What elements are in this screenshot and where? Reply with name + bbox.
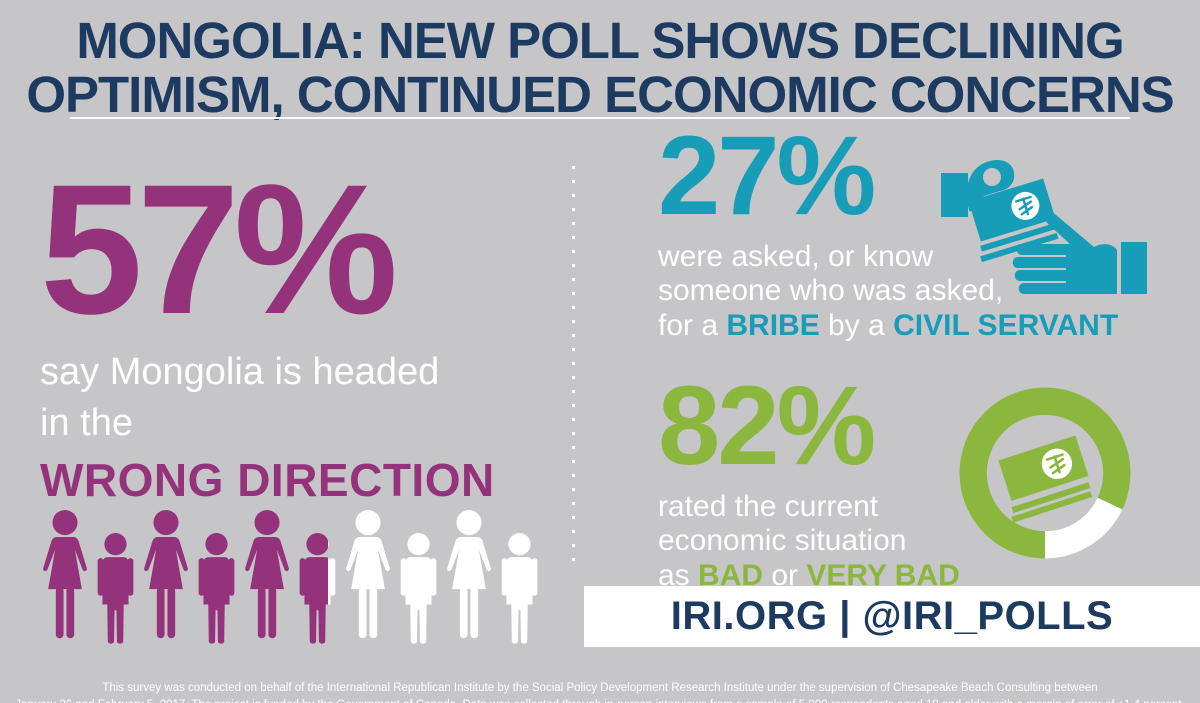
economy-stat: 82% rated the current economic situation… bbox=[658, 370, 960, 594]
economy-line-1: rated the current bbox=[658, 490, 879, 523]
bribe-line-3-plain-1: for a bbox=[658, 308, 727, 342]
section-divider-dotted bbox=[572, 166, 575, 564]
bribe-line-3-plain-2: by a bbox=[819, 308, 894, 342]
receiving-hand-icon bbox=[1012, 213, 1117, 294]
person-man-icon bbox=[396, 533, 441, 645]
person-woman-icon bbox=[137, 510, 195, 645]
economy-stat-description: rated the current economic situation as … bbox=[658, 490, 960, 592]
iri-footer-text: IRI.ORG | @IRI_POLLS bbox=[670, 594, 1114, 638]
stat-value-57: 57% bbox=[40, 147, 398, 353]
tugrik-symbol-icon bbox=[1014, 195, 1034, 216]
giver-cuff-icon bbox=[941, 173, 968, 217]
bribe-keyword-civil-servant: CIVIL SERVANT bbox=[893, 308, 1119, 342]
donut-chart-icon bbox=[959, 387, 1131, 559]
bribe-keyword-bribe: BRIBE bbox=[726, 308, 820, 342]
bribe-line-1: were asked, or know bbox=[658, 240, 934, 273]
wrong-direction-stat: 57% say Mongolia is headed in the WRONG … bbox=[40, 158, 495, 505]
tugrik-symbol-icon bbox=[1045, 453, 1066, 475]
person-man-icon bbox=[295, 533, 340, 645]
title-divider bbox=[70, 117, 1130, 119]
bribe-stat: 27% were asked, or know someone who was … bbox=[658, 120, 1118, 344]
person-woman-icon bbox=[36, 510, 94, 645]
iri-footer-bar: IRI.ORG | @IRI_POLLS bbox=[584, 586, 1200, 647]
stat-description-line-2: in the bbox=[40, 401, 133, 444]
infographic-title: MONGOLIA: NEW POLL SHOWS DECLINING OPTIM… bbox=[0, 12, 1200, 124]
tugrik-banknotes-icon bbox=[998, 435, 1093, 523]
population-pictograph bbox=[36, 510, 540, 645]
bribe-stat-description: were asked, or know someone who was aske… bbox=[658, 240, 1119, 342]
person-woman-icon bbox=[238, 510, 296, 645]
bribe-hands-icon bbox=[941, 160, 1147, 294]
disclaimer-line-2: January 26 and February 5, 2017. The pro… bbox=[0, 697, 1200, 703]
person-man-icon bbox=[497, 533, 542, 645]
person-man-icon bbox=[194, 533, 239, 645]
donut-ring-gap bbox=[959, 387, 1131, 559]
person-man-icon bbox=[93, 533, 138, 645]
title-line-1: MONGOLIA: NEW POLL SHOWS DECLINING bbox=[76, 12, 1124, 69]
person-woman-icon bbox=[440, 510, 498, 645]
stat-description-line-1: say Mongolia is headed bbox=[40, 351, 440, 393]
receiver-cuff-icon bbox=[1121, 242, 1147, 294]
stat-value-82: 82% bbox=[658, 363, 876, 488]
bribe-line-2: someone who was asked, bbox=[658, 274, 1004, 308]
disclaimer-text: This survey was conducted on behalf of t… bbox=[0, 680, 1200, 703]
title-line-2: OPTIMISM, CONTINUED ECONOMIC CONCERNS bbox=[26, 66, 1174, 124]
person-woman-icon bbox=[339, 510, 397, 645]
stat-value-27: 27% bbox=[658, 113, 876, 238]
disclaimer-line-1: This survey was conducted on behalf of t… bbox=[102, 682, 1098, 694]
bribe-line-3: for a BRIBE by a CIVIL SERVANT bbox=[658, 308, 1119, 342]
stat-emphasis: WRONG DIRECTION bbox=[40, 453, 495, 506]
stat-description: say Mongolia is headed in the bbox=[40, 347, 495, 449]
economy-line-2: economic situation bbox=[658, 524, 907, 558]
